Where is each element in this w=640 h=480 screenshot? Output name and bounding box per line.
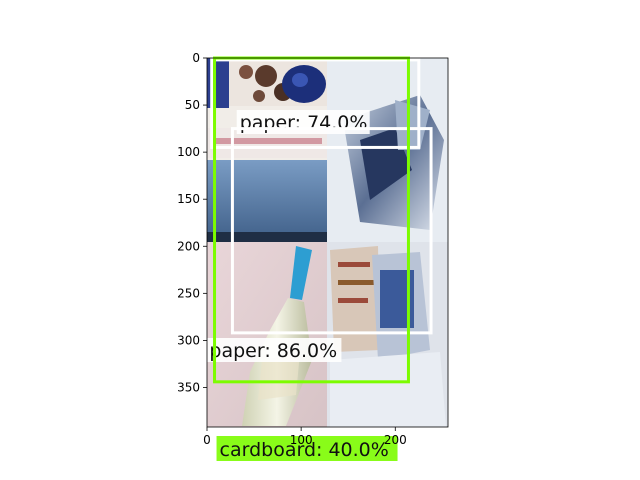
- detection-box: [230, 127, 433, 335]
- detection-1: paper: 86.0%: [206, 127, 433, 362]
- y-axis-ticks: 0 50 100 150 200 250 300 350: [177, 51, 207, 394]
- axes: 0 100 200 0 50 100 150 200 250 300 350: [177, 51, 449, 447]
- x-axis-ticks: 0 100 200: [203, 427, 407, 447]
- y-tick-label: 0: [192, 51, 200, 65]
- detection-label: paper: 74.0%: [240, 112, 368, 134]
- y-tick-label: 250: [177, 286, 200, 300]
- detection-label: paper: 86.0%: [209, 340, 337, 362]
- axes-frame: [206, 57, 449, 428]
- detection-label-bg: [206, 338, 342, 362]
- detection-label: cardboard: 40.0%: [220, 439, 389, 461]
- y-tick-label: 350: [177, 380, 200, 394]
- y-tick-label: 150: [177, 192, 200, 206]
- x-tick-label: 0: [203, 433, 211, 447]
- mosaic-image: [207, 58, 448, 427]
- y-tick-label: 300: [177, 333, 200, 347]
- detection-label-bg: [216, 436, 398, 461]
- detection-box: [210, 58, 421, 149]
- x-tick-label: 100: [290, 433, 313, 447]
- y-tick-label: 50: [185, 98, 200, 112]
- y-tick-label: 200: [177, 239, 200, 253]
- x-tick-label: 200: [384, 433, 407, 447]
- y-tick-label: 100: [177, 145, 200, 159]
